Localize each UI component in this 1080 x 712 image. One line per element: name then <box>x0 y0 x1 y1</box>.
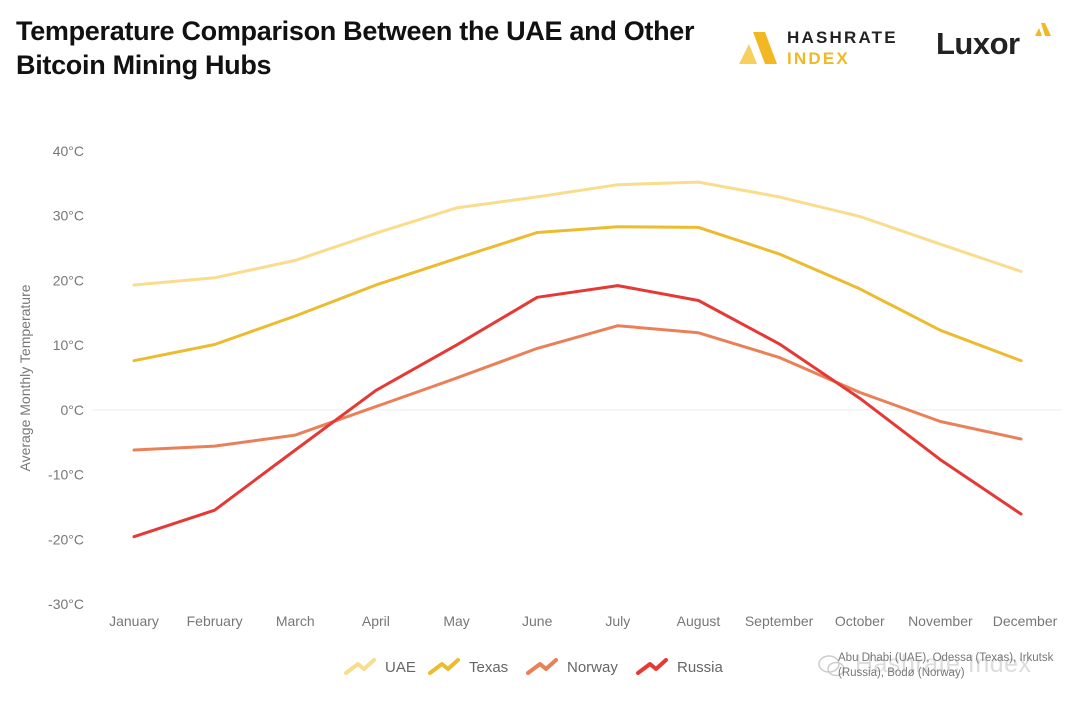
legend-swatch <box>428 658 460 675</box>
y-tick-label: 20°C <box>53 272 84 288</box>
series-line-norway <box>132 324 1023 452</box>
legend-label: Norway <box>567 659 618 676</box>
series-line-russia <box>132 284 1023 539</box>
y-tick-label: 30°C <box>53 208 84 224</box>
x-tick-label: August <box>677 613 721 629</box>
brand-luxor-text: Luxor <box>936 26 1020 61</box>
brand-index-text: INDEX <box>787 49 850 68</box>
legend-label: Texas <box>469 659 508 676</box>
x-tick-label: March <box>276 613 315 629</box>
series-line-texas <box>132 225 1023 363</box>
legend: UAE Texas Norway Russia <box>344 658 724 676</box>
x-tick-label: January <box>109 613 159 629</box>
x-tick-label: December <box>993 613 1058 629</box>
hashrate-index-logo: HASHRATE INDEX <box>737 26 907 72</box>
y-axis-label: Average Monthly Temperature <box>17 284 33 471</box>
legend-swatch <box>526 658 558 675</box>
series-line-uae <box>132 180 1023 287</box>
y-tick-label: -10°C <box>48 467 84 483</box>
x-axis-tick-labels: January February March April May June July Augu… <box>109 613 1058 629</box>
source-note: Abu Dhabi (UAE), Odessa (Texas), Irkutsk… <box>838 652 1054 679</box>
x-tick-label: July <box>605 613 630 629</box>
luxor-logo-icon <box>1035 23 1051 36</box>
x-tick-label: February <box>187 613 243 629</box>
x-tick-label: April <box>362 613 390 629</box>
legend-label: UAE <box>385 659 416 676</box>
y-tick-label: -20°C <box>48 531 84 547</box>
y-tick-label: -30°C <box>48 596 84 612</box>
wechat-watermark-icon <box>818 655 845 677</box>
brand-hashrate-text: HASHRATE <box>787 28 898 47</box>
luxor-logo: Luxor <box>936 20 1056 70</box>
legend-label: Russia <box>677 659 724 676</box>
y-tick-label: 10°C <box>53 337 84 353</box>
series-lines <box>132 180 1023 539</box>
x-tick-label: May <box>443 613 469 629</box>
hashrate-index-logo-icon <box>739 32 777 64</box>
x-tick-label: June <box>522 613 553 629</box>
x-tick-label: October <box>835 613 885 629</box>
y-axis-tick-labels: 40°C 30°C 20°C 10°C 0°C -10°C -20°C -30°C <box>48 143 84 612</box>
legend-swatch <box>636 658 668 675</box>
chart-title: Temperature Comparison Between the UAE a… <box>16 16 695 80</box>
y-tick-label: 40°C <box>53 143 84 159</box>
watermark-text: Hashrate Index <box>855 650 1032 678</box>
y-tick-label: 0°C <box>61 402 85 418</box>
legend-swatch <box>344 658 376 675</box>
x-tick-label: November <box>908 613 973 629</box>
x-tick-label: September <box>745 613 814 629</box>
